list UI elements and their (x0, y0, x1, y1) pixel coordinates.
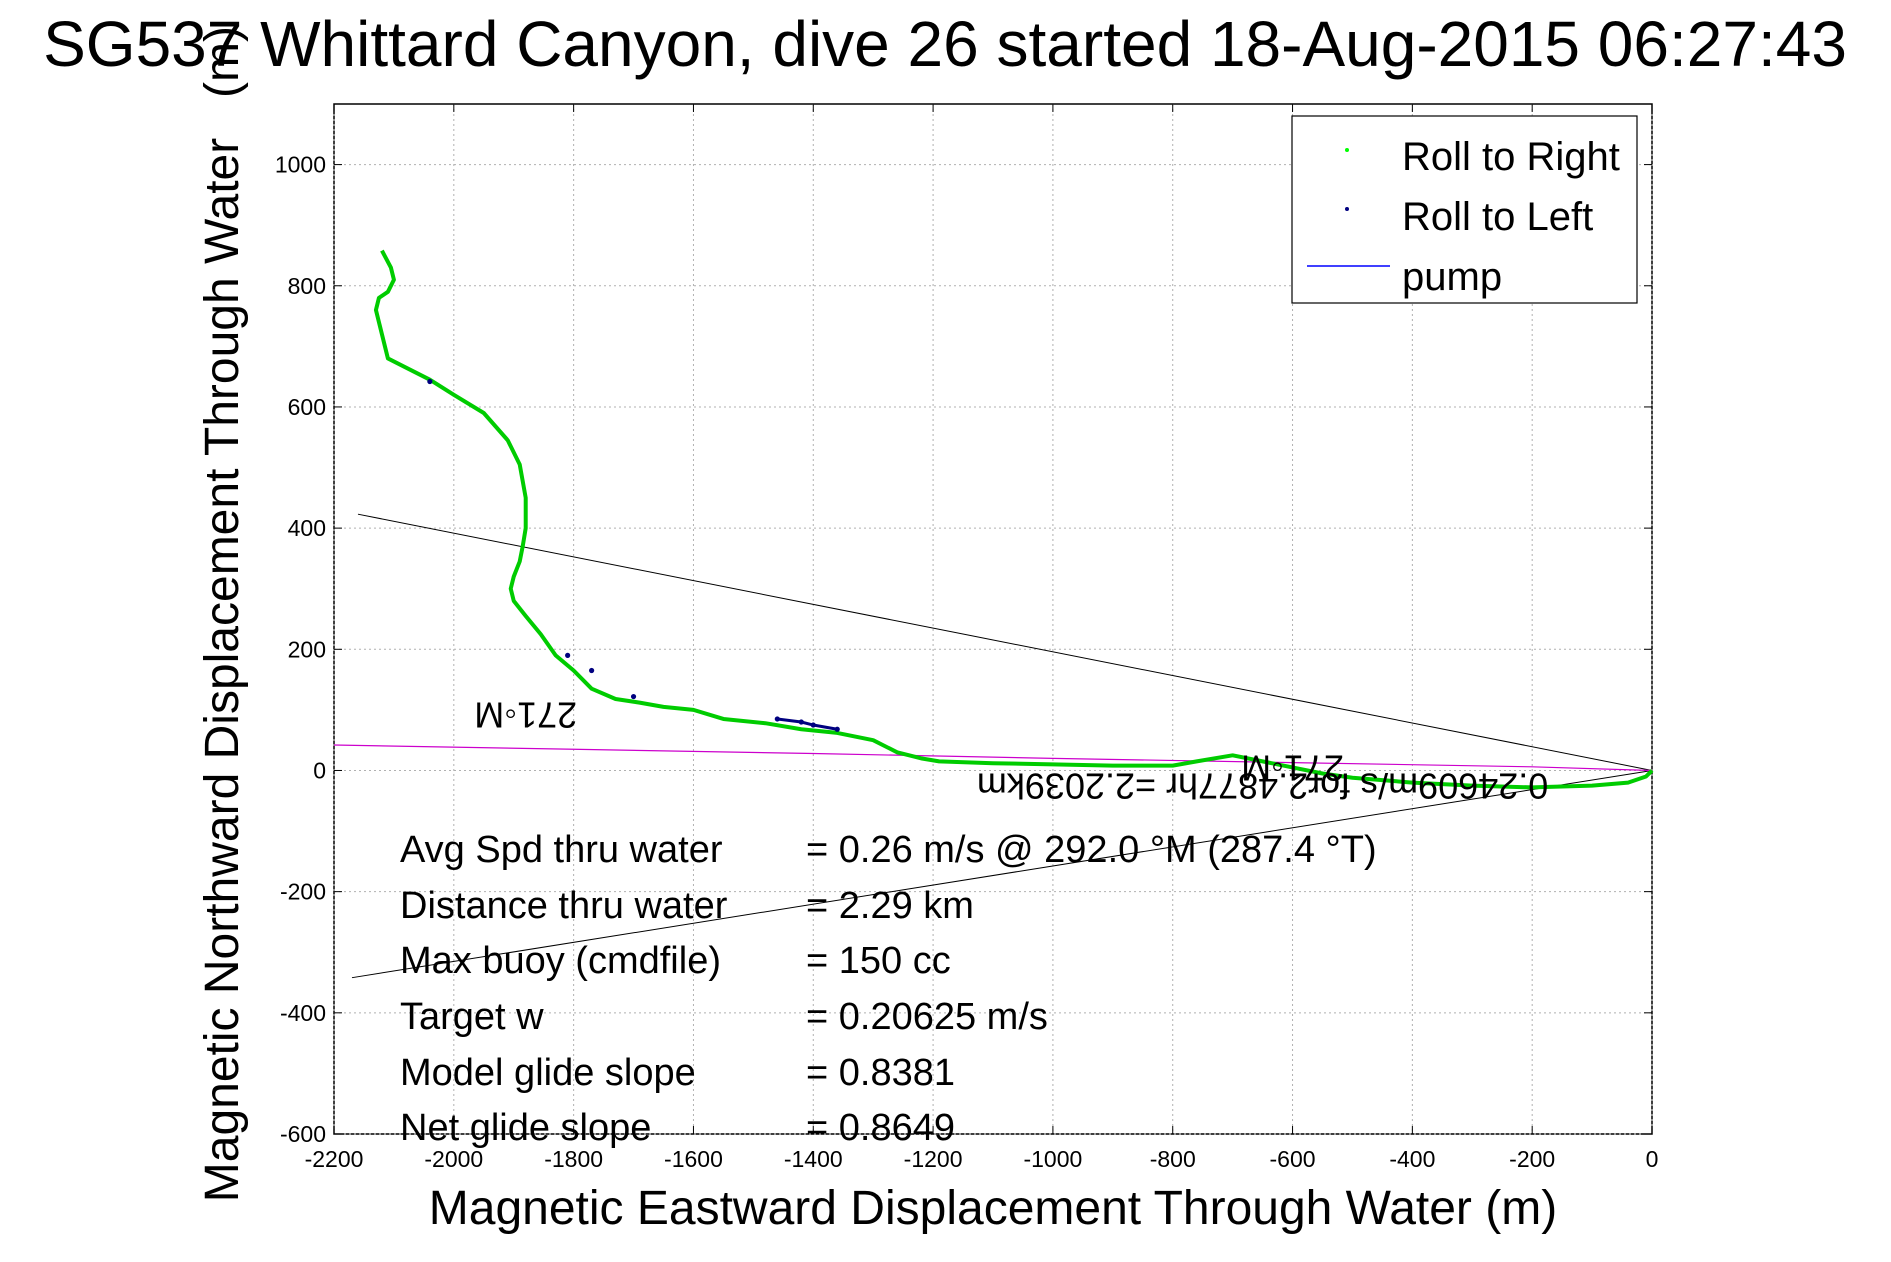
chart-title: SG537 Whittard Canyon, dive 26 started 1… (43, 8, 1847, 80)
x-tick-label: -600 (1270, 1146, 1316, 1172)
axis-ticks (333, 104, 1653, 1135)
x-axis-label: Magnetic Eastward Displacement Through W… (429, 1182, 1557, 1235)
stat-label-avg-speed: Avg Spd thru water (400, 829, 723, 871)
reference-lines (351, 513, 1653, 979)
series-point-roll-left (589, 667, 595, 674)
stat-value-model-glide: = 0.8381 (806, 1052, 955, 1094)
y-tick-label: 400 (288, 515, 326, 541)
stat-value-max-buoy: = 150 cc (806, 940, 951, 982)
stat-value-avg-speed: = 0.26 m/s @ 292.0 °M (287.4 °T) (806, 829, 1377, 871)
y-axis-label-unit: (m) (196, 26, 249, 98)
x-tick-label: -1600 (664, 1146, 723, 1172)
stat-label-max-buoy: Max buoy (cmdfile) (400, 940, 721, 982)
legend-box (1291, 115, 1638, 304)
y-tick-label: 600 (288, 394, 326, 420)
annotation-text: 0.24609m/s for2.4877hr =2.2039km (977, 766, 1548, 807)
y-tick-label: 200 (288, 636, 326, 662)
x-tick-label: -1400 (784, 1146, 843, 1172)
stat-label-target-w: Target w (400, 996, 544, 1038)
legend-label-pump: pump (1402, 255, 1502, 299)
x-tick-label: -1800 (544, 1146, 603, 1172)
stats-block: Avg Spd thru water = 0.26 m/s @ 292.0 °M… (400, 829, 1377, 1149)
y-tick-labels: -600 -400 -200 0 200 400 600 800 1000 (275, 152, 326, 1147)
x-tick-label: -2200 (305, 1146, 364, 1172)
stat-label-distance: Distance thru water (400, 885, 728, 927)
series-line-pump (333, 744, 1653, 772)
series-line-roll-left (777, 717, 838, 731)
x-tick-label: -400 (1389, 1146, 1435, 1172)
annotation-text: 271◦M (1241, 747, 1344, 788)
stat-value-distance: = 2.29 km (806, 885, 974, 927)
stat-value-target-w: = 0.20625 m/s (806, 996, 1048, 1038)
x-tick-label: -1000 (1023, 1146, 1082, 1172)
legend-marker-roll-left (1345, 207, 1349, 211)
series-point-roll-left (630, 693, 637, 700)
annotation-text: 271◦M (474, 695, 577, 736)
x-tick-labels: -2200 -2000 -1800 -1600 -1400 -1200 -1000 -800-… (305, 1146, 1659, 1172)
data-series (333, 249, 1654, 790)
y-tick-label: -400 (280, 1000, 326, 1026)
series-point-roll-left (427, 378, 433, 385)
reference-line (357, 513, 1653, 771)
stat-value-net-glide: = 0.8649 (806, 1107, 955, 1149)
legend-marker-roll-right (1345, 148, 1349, 152)
y-tick-label: -200 (280, 879, 326, 905)
y-tick-label: -600 (280, 1121, 326, 1147)
stat-label-net-glide: Net glide slope (400, 1107, 651, 1149)
x-tick-label: -2000 (424, 1146, 483, 1172)
x-tick-label: -800 (1150, 1146, 1196, 1172)
x-tick-label: -1200 (904, 1146, 963, 1172)
y-tick-label: 800 (288, 273, 326, 299)
x-tick-label: -200 (1509, 1146, 1555, 1172)
y-axis-label: Magnetic Northward Displacement Through … (196, 138, 249, 1202)
y-tick-label: 0 (313, 757, 326, 783)
legend-label-roll-right: Roll to Right (1402, 135, 1620, 179)
series-point-roll-left (565, 652, 571, 658)
legend-label-roll-left: Roll to Left (1402, 195, 1593, 239)
x-tick-label: 0 (1646, 1146, 1659, 1172)
reference-line (351, 769, 1653, 979)
stat-label-model-glide: Model glide slope (400, 1052, 696, 1094)
y-tick-label: 1000 (275, 152, 326, 178)
legend: Roll to Right Roll to Left pump (1291, 115, 1638, 304)
